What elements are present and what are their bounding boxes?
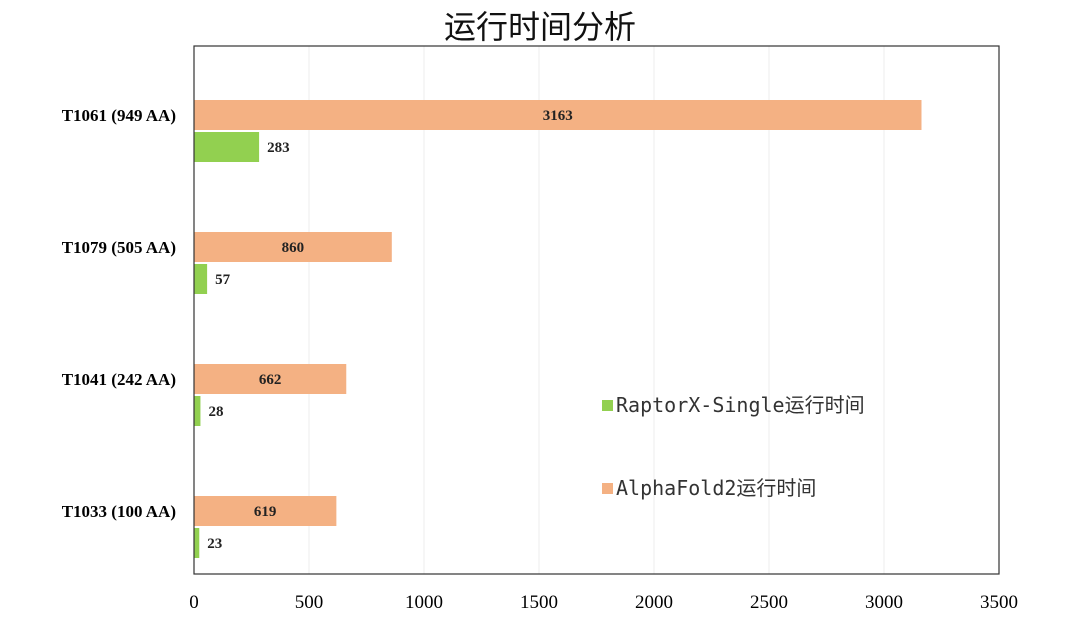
x-tick-label: 2500 bbox=[750, 592, 788, 613]
category-label: T1079 (505 AA) bbox=[62, 238, 176, 257]
x-tick-label: 2000 bbox=[635, 592, 673, 613]
legend-swatch bbox=[602, 483, 613, 494]
x-tick-label: 500 bbox=[295, 592, 324, 613]
bar-raptorx-single bbox=[194, 528, 200, 558]
bar-alphafold2 bbox=[194, 232, 392, 262]
data-label: 283 bbox=[267, 140, 290, 156]
data-label: 860 bbox=[282, 240, 305, 256]
legend-label: AlphaFold2运行时间 bbox=[616, 476, 816, 500]
bar-alphafold2 bbox=[194, 364, 347, 394]
data-label: 3163 bbox=[543, 108, 573, 124]
bar-alphafold2 bbox=[194, 100, 922, 130]
data-label: 28 bbox=[208, 404, 223, 420]
data-label: 23 bbox=[207, 536, 222, 552]
x-tick-label: 3000 bbox=[865, 592, 903, 613]
x-tick-label: 1000 bbox=[405, 592, 443, 613]
plot-area-border bbox=[193, 45, 1000, 575]
category-label: T1041 (242 AA) bbox=[62, 370, 176, 389]
data-label: 57 bbox=[215, 272, 231, 288]
category-label: T1061 (949 AA) bbox=[62, 106, 176, 125]
data-label: 662 bbox=[259, 372, 282, 388]
x-tick-label: 1500 bbox=[520, 592, 558, 613]
bar-raptorx-single bbox=[194, 396, 201, 426]
bar-raptorx-single bbox=[194, 264, 208, 294]
legend-label: RaptorX-Single运行时间 bbox=[616, 393, 865, 417]
bar-raptorx-single bbox=[194, 132, 260, 162]
category-label: T1033 (100 AA) bbox=[62, 502, 176, 521]
legend-swatch bbox=[602, 400, 613, 411]
x-tick-label: 0 bbox=[189, 592, 199, 613]
chart-title: 运行时间分析 bbox=[443, 8, 636, 46]
data-label: 619 bbox=[254, 504, 277, 520]
x-tick-label: 3500 bbox=[980, 592, 1018, 613]
bar-alphafold2 bbox=[194, 496, 337, 526]
